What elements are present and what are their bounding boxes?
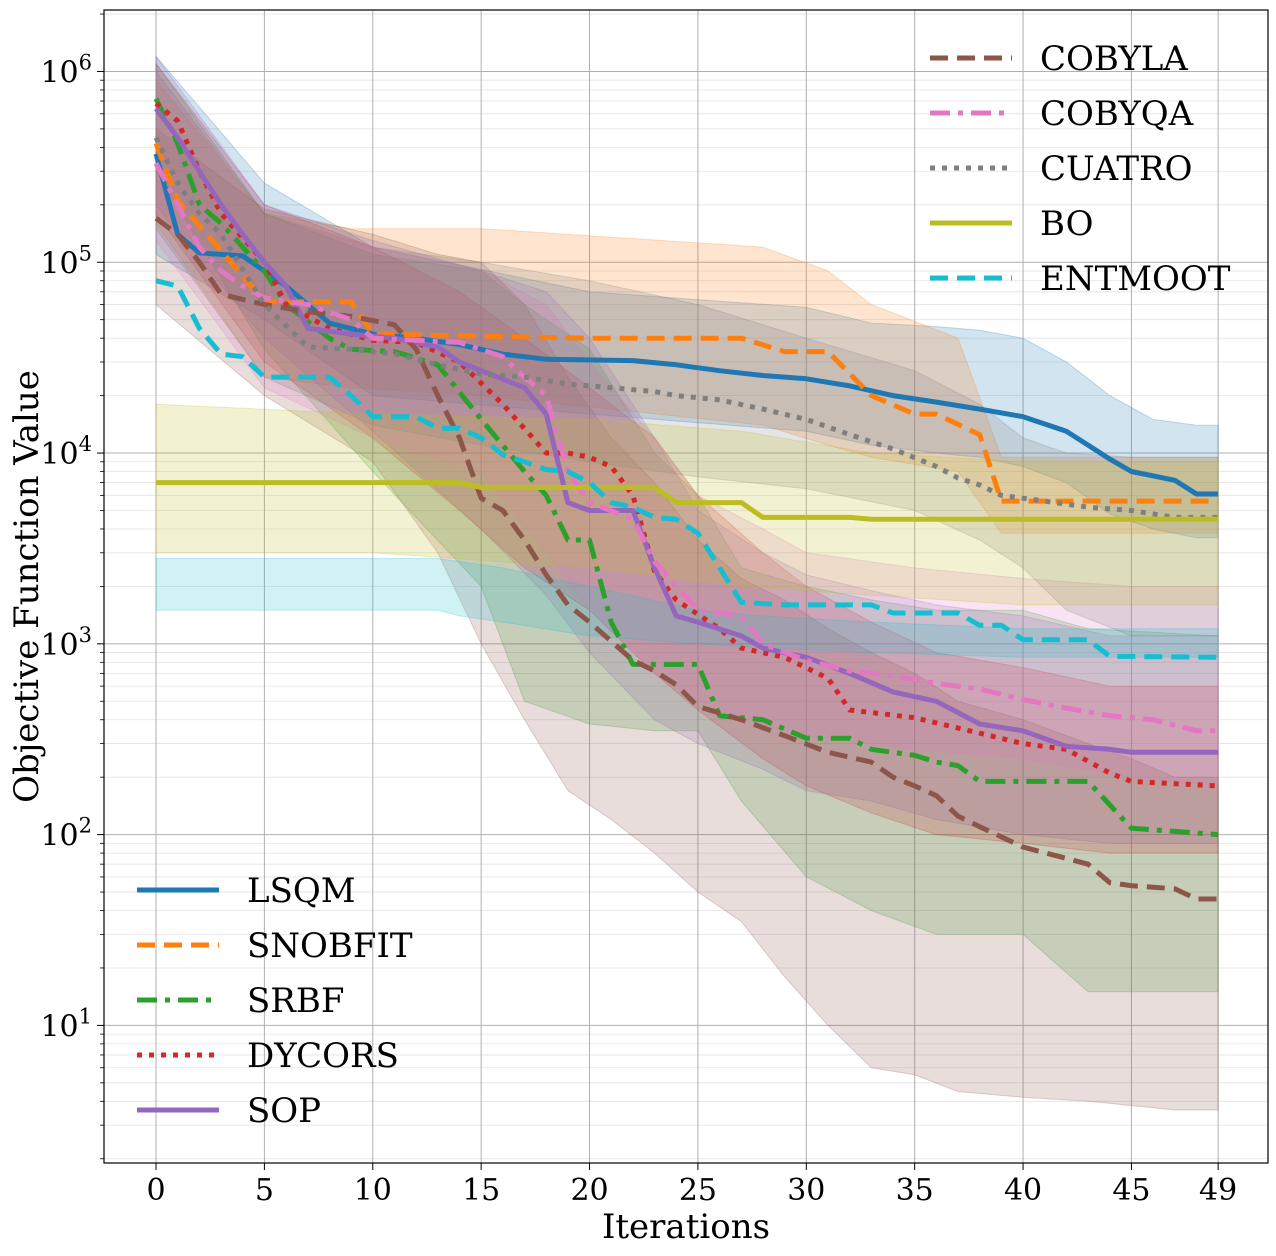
y-tick-label: 103	[40, 623, 92, 663]
legend-lower-left: LSQM SNOBFIT SRBF DYCORS SOP	[137, 871, 413, 1131]
line-cuatro	[153, 136, 1219, 520]
x-tick-label: 35	[896, 1173, 934, 1208]
legend-label-srbf: SRBF	[247, 981, 344, 1021]
y-tick-label: 101	[40, 1004, 92, 1044]
line-snobfit	[153, 142, 1219, 504]
legend-label-dycors: DYCORS	[247, 1036, 399, 1076]
x-tick-label: 20	[570, 1173, 608, 1208]
x-tick-label: 5	[255, 1173, 274, 1208]
x-tick-label: 0	[146, 1173, 165, 1208]
legend-label-lsqm: LSQM	[247, 871, 356, 911]
axis-ticks: 101 102 103 104 105 106 0 5 10 15 20 25 30 35 40 45 49	[40, 13, 1237, 1208]
legend-label-cobyla: COBYLA	[1040, 39, 1188, 79]
y-tick-label: 102	[40, 814, 92, 854]
grid-lines	[104, 10, 1268, 1163]
legend-label-bo: BO	[1040, 204, 1094, 244]
x-tick-label: 40	[1004, 1173, 1042, 1208]
x-tick-label: 49	[1199, 1173, 1237, 1208]
legend-upper-right: COBYLA COBYQA CUATRO BO ENTMOOT	[930, 39, 1231, 299]
legend-label-sop: SOP	[247, 1091, 321, 1131]
legend-label-cobyqa: COBYQA	[1040, 94, 1194, 134]
band-entmoot	[155, 558, 1219, 658]
x-axis-label: Iterations	[602, 1207, 770, 1247]
y-tick-label: 105	[40, 241, 92, 281]
x-tick-label: 45	[1112, 1173, 1150, 1208]
x-tick-label: 25	[679, 1173, 717, 1208]
x-tick-label: 30	[787, 1173, 825, 1208]
y-tick-label: 104	[40, 432, 92, 472]
legend-label-cuatro: CUATRO	[1040, 149, 1192, 189]
y-tick-label: 106	[40, 50, 92, 90]
line-cobyla	[154, 216, 1219, 902]
band-dycors	[155, 62, 1219, 854]
line-dycors	[154, 101, 1219, 789]
x-tick-label: 15	[462, 1173, 500, 1208]
x-tick-label: 10	[354, 1173, 392, 1208]
legend-label-entmoot: ENTMOOT	[1040, 259, 1231, 299]
y-axis-label: Objective Function Value	[7, 370, 47, 803]
plot-area: 101 102 103 104 105 106 0 5 10 15 20 25 30 35 40 45 49	[40, 9, 1269, 1208]
legend-label-snobfit: SNOBFIT	[247, 926, 413, 966]
series-lines	[153, 97, 1219, 902]
band-lsqm	[155, 55, 1219, 539]
line-cobyqa	[153, 162, 1219, 734]
line-entmoot	[155, 278, 1219, 660]
band-sop	[155, 54, 1219, 844]
line-bo	[156, 480, 1219, 522]
